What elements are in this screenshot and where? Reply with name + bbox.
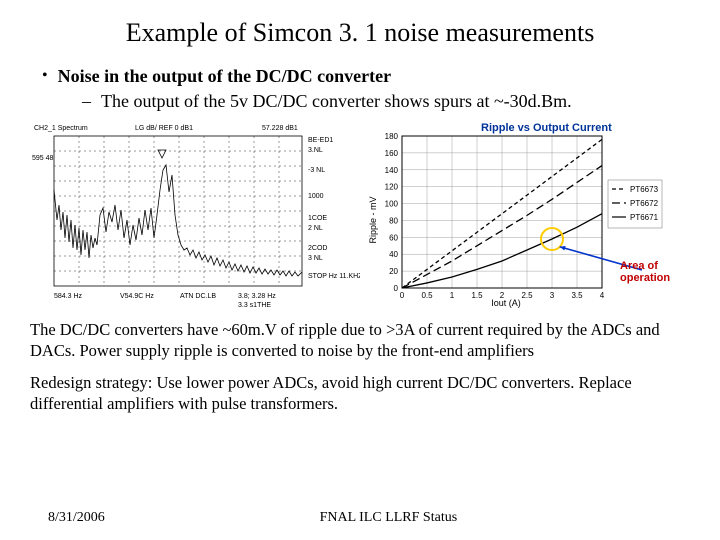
svg-text:584.3 Hz: 584.3 Hz xyxy=(54,293,83,300)
svg-text:20: 20 xyxy=(389,267,398,276)
svg-text:1COE: 1COE xyxy=(308,215,327,222)
svg-text:57.228 dB1: 57.228 dB1 xyxy=(262,125,298,132)
svg-text:180: 180 xyxy=(385,132,399,141)
svg-text:ATN DC.LB: ATN DC.LB xyxy=(180,293,216,300)
svg-text:-3 NL: -3 NL xyxy=(308,167,325,174)
svg-text:40: 40 xyxy=(389,250,398,259)
svg-text:1: 1 xyxy=(450,291,455,300)
svg-text:60: 60 xyxy=(389,233,398,242)
svg-text:2COD: 2COD xyxy=(308,245,327,252)
area-of-operation-label: Area ofoperation xyxy=(620,260,690,284)
svg-text:0: 0 xyxy=(394,284,399,293)
svg-text:1.5: 1.5 xyxy=(471,291,483,300)
svg-text:CH2_1 Spectrum: CH2_1 Spectrum xyxy=(34,125,88,132)
svg-text:120: 120 xyxy=(385,183,399,192)
bullet-sub-text: The output of the 5v DC/DC converter sho… xyxy=(101,91,572,112)
svg-text:0: 0 xyxy=(400,291,405,300)
slide-title: Example of Simcon 3. 1 noise measurement… xyxy=(30,18,690,48)
body-para-1: The DC/DC converters have ~60m.V of ripp… xyxy=(30,320,690,361)
bullet-dot-icon: • xyxy=(42,66,48,87)
svg-text:PT6671: PT6671 xyxy=(630,213,659,222)
svg-text:0.5: 0.5 xyxy=(421,291,433,300)
footer-date: 8/31/2006 xyxy=(48,510,105,526)
svg-text:Iout (A): Iout (A) xyxy=(491,298,521,308)
svg-text:Ripple - mV: Ripple - mV xyxy=(368,196,378,243)
svg-text:V54.9C Hz: V54.9C Hz xyxy=(120,293,154,300)
body-para-2: Redesign strategy: Use lower power ADCs,… xyxy=(30,373,690,414)
svg-text:2.5: 2.5 xyxy=(521,291,533,300)
svg-text:595 48: 595 48 xyxy=(32,155,54,162)
dash-icon: – xyxy=(82,91,91,112)
svg-text:140: 140 xyxy=(385,166,399,175)
svg-text:4: 4 xyxy=(600,291,605,300)
ripple-chart: Ripple vs Output Current 020406080100120… xyxy=(366,120,666,308)
svg-text:3: 3 xyxy=(550,291,555,300)
svg-text:160: 160 xyxy=(385,149,399,158)
svg-text:PT6672: PT6672 xyxy=(630,199,659,208)
svg-text:STOP Hz 11.KHZ: STOP Hz 11.KHZ xyxy=(308,273,360,280)
svg-text:2 NL: 2 NL xyxy=(308,225,323,232)
svg-text:80: 80 xyxy=(389,216,398,225)
svg-text:BE-ED1: BE-ED1 xyxy=(308,137,333,144)
svg-text:3.NL: 3.NL xyxy=(308,147,323,154)
svg-text:3 NL: 3 NL xyxy=(308,255,323,262)
ripple-title: Ripple vs Output Current xyxy=(481,122,612,134)
bullet-main-text: Noise in the output of the DC/DC convert… xyxy=(58,66,391,87)
spectrum-chart: CH2_1 Spectrum LG dB/ REF 0 dB1 57.228 d… xyxy=(30,120,360,310)
bullet-sub: – The output of the 5v DC/DC converter s… xyxy=(82,91,690,112)
charts-container: CH2_1 Spectrum LG dB/ REF 0 dB1 57.228 d… xyxy=(30,120,690,310)
svg-text:3.5: 3.5 xyxy=(571,291,583,300)
svg-text:LG dB/ REF 0 dB1: LG dB/ REF 0 dB1 xyxy=(135,125,193,132)
svg-text:1000: 1000 xyxy=(308,193,324,200)
svg-text:3.8; 3.28 Hz: 3.8; 3.28 Hz xyxy=(238,293,276,300)
footer: 8/31/2006 FNAL ILC LLRF Status xyxy=(0,510,720,526)
svg-text:100: 100 xyxy=(385,200,399,209)
bullet-main: • Noise in the output of the DC/DC conve… xyxy=(42,66,690,87)
footer-center: FNAL ILC LLRF Status xyxy=(105,510,672,526)
svg-text:PT6673: PT6673 xyxy=(630,185,659,194)
svg-text:3.3 s1THE: 3.3 s1THE xyxy=(238,302,271,309)
